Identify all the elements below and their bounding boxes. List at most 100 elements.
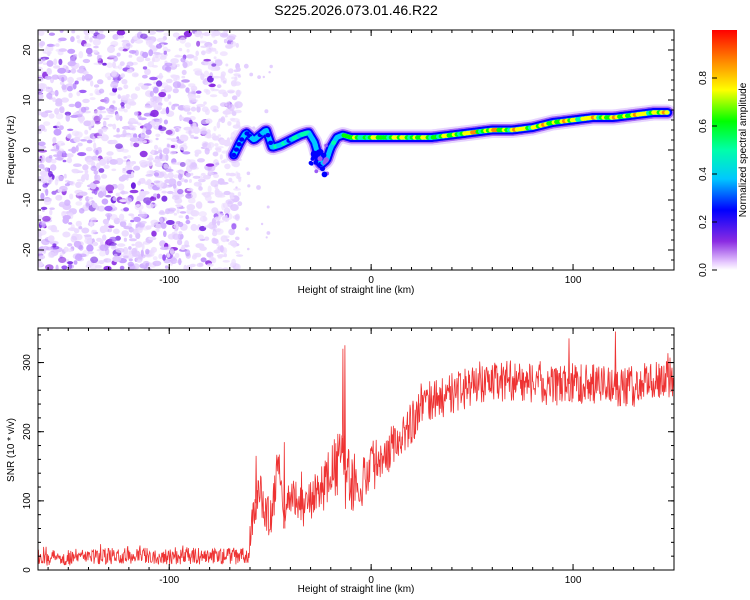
noise-speckle — [153, 144, 159, 150]
noise-speckle — [45, 264, 54, 270]
noise-speckle — [112, 196, 118, 201]
noise-speckle — [131, 250, 141, 257]
noise-speckle — [206, 191, 214, 195]
noise-speckle — [129, 234, 133, 239]
noise-speckle — [221, 202, 225, 211]
noise-speckle — [178, 172, 183, 181]
noise-speckle — [216, 220, 221, 226]
noise-speckle — [78, 226, 83, 230]
noise-speckle — [128, 213, 134, 217]
noise-speckle — [149, 90, 154, 97]
noise-speckle — [123, 207, 129, 212]
noise-speckle — [203, 58, 211, 62]
noise-speckle — [116, 52, 121, 57]
noise-speckle — [148, 154, 153, 162]
noise-speckle — [136, 259, 142, 264]
noise-speckle — [159, 217, 163, 224]
noise-speckle — [115, 143, 123, 149]
noise-speckle — [39, 250, 44, 254]
noise-speckle — [48, 170, 53, 178]
noise-speckle — [119, 220, 127, 228]
noise-speckle — [227, 121, 232, 126]
noise-speckle — [172, 61, 177, 67]
noise-speckle — [178, 215, 184, 219]
noise-speckle — [156, 193, 161, 199]
noise-speckle — [160, 246, 169, 250]
noise-speckle — [38, 260, 43, 268]
noise-speckle — [207, 185, 212, 193]
noise-speckle — [65, 66, 69, 73]
noise-speckle — [128, 54, 133, 58]
noise-speckle — [190, 223, 198, 232]
noise-speckle — [73, 54, 78, 58]
noise-speckle — [112, 100, 116, 104]
noise-speckle — [48, 198, 52, 202]
noise-speckle — [61, 76, 65, 83]
noise-speckle — [151, 149, 155, 155]
noise-speckle — [130, 141, 134, 147]
noise-speckle — [138, 117, 147, 121]
noise-speckle — [92, 38, 101, 46]
noise-speckle — [196, 103, 206, 108]
noise-speckle — [128, 50, 137, 54]
noise-speckle — [107, 258, 112, 263]
noise-speckle — [69, 193, 74, 200]
x-tick-label: 100 — [565, 275, 582, 286]
noise-speckle — [128, 258, 133, 262]
noise-speckle — [228, 68, 234, 74]
noise-speckle — [266, 231, 271, 235]
noise-speckle — [167, 94, 172, 99]
noise-speckle — [233, 188, 241, 191]
noise-speckle — [141, 226, 150, 231]
noise-speckle — [94, 88, 100, 95]
ridge-blob — [236, 142, 242, 147]
noise-speckle — [127, 261, 134, 267]
noise-speckle — [266, 205, 270, 209]
noise-speckle — [161, 195, 168, 202]
noise-speckle — [67, 248, 74, 253]
noise-speckle — [235, 42, 239, 48]
noise-speckle — [55, 98, 63, 105]
noise-speckle — [122, 48, 128, 52]
noise-speckle — [148, 49, 154, 57]
noise-speckle — [212, 109, 219, 113]
noise-speckle — [219, 139, 228, 146]
noise-speckle — [216, 254, 226, 258]
noise-speckle — [102, 120, 107, 128]
noise-speckle — [74, 101, 82, 109]
noise-speckle — [170, 257, 178, 264]
noise-speckle — [117, 243, 126, 247]
noise-speckle — [204, 141, 209, 146]
noise-speckle — [113, 43, 117, 47]
y-tick-label: 200 — [22, 423, 33, 440]
noise-speckle — [107, 228, 113, 233]
noise-speckle — [231, 258, 237, 266]
noise-speckle — [214, 216, 221, 221]
noise-speckle — [67, 261, 74, 265]
noise-speckle — [93, 170, 99, 175]
noise-speckle — [166, 190, 174, 195]
noise-speckle — [87, 251, 95, 255]
noise-speckle — [172, 88, 179, 94]
noise-speckle — [97, 106, 106, 111]
noise-speckle — [247, 184, 251, 188]
noise-speckle — [215, 147, 222, 153]
noise-speckle — [128, 238, 137, 242]
noise-speckle — [154, 162, 164, 168]
noise-speckle — [68, 92, 73, 99]
noise-speckle — [38, 157, 45, 164]
noise-speckle — [160, 110, 167, 115]
noise-speckle — [72, 82, 77, 90]
noise-speckle — [76, 35, 80, 40]
noise-speckle — [188, 179, 192, 183]
noise-speckle — [187, 94, 196, 97]
noise-speckle — [112, 255, 122, 263]
noise-speckle — [86, 244, 94, 252]
noise-speckle — [53, 154, 61, 158]
noise-speckle — [122, 96, 130, 101]
noise-speckle — [93, 180, 100, 184]
noise-speckle — [48, 155, 53, 159]
noise-speckle — [171, 162, 181, 165]
noise-speckle — [82, 164, 89, 171]
noise-speckle — [137, 115, 142, 118]
